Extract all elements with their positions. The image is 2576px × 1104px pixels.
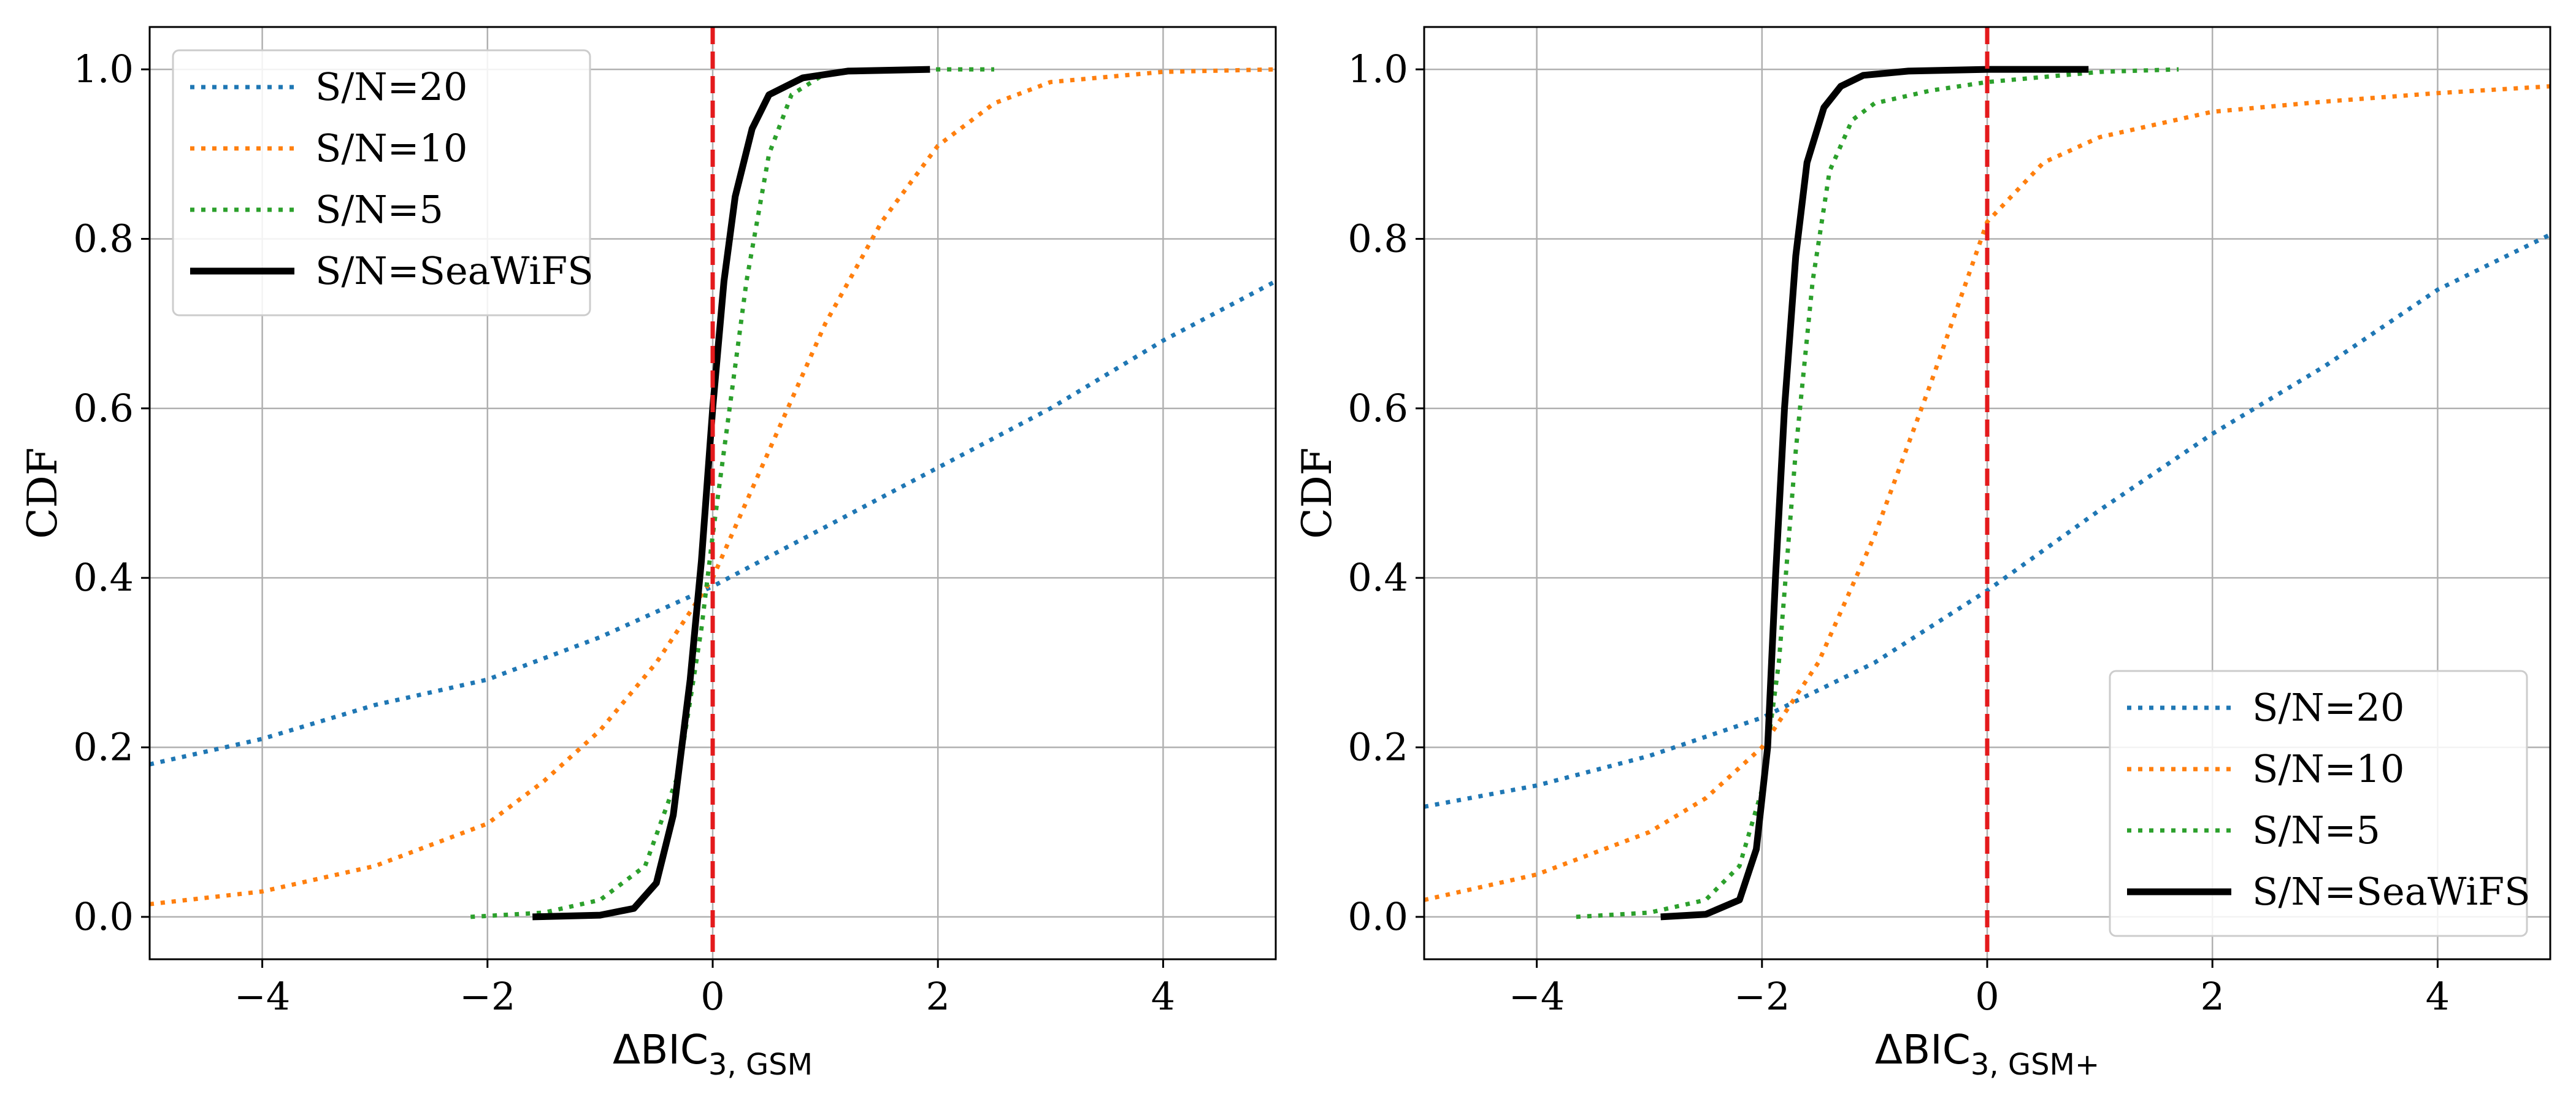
legend-box [172,49,591,316]
legend-label: S/N=10 [315,126,467,171]
x-tick-label: −4 [234,974,290,1019]
y-axis-label: CDF [19,447,66,539]
legend-label: S/N=10 [2252,746,2404,791]
y-axis-label: CDF [1294,447,1341,539]
x-tick-label: 2 [2200,974,2224,1019]
series-line-s-n-20 [1424,232,2550,809]
y-tick-label: 0.8 [1347,216,1408,261]
y-tick-label: 0.4 [73,555,134,600]
legend-label: S/N=20 [315,64,467,109]
y-tick-label: 0.2 [1347,725,1408,770]
x-tick-label: 4 [1151,974,1175,1019]
y-tick-label: 0.8 [73,216,134,261]
legend-label: S/N=SeaWiFS [315,248,594,293]
y-tick-label: 0.0 [1347,894,1408,939]
legend-label: S/N=5 [315,187,443,232]
legend-box [2109,670,2528,937]
y-tick-label: 0.0 [73,894,134,939]
series-line-s-n-seawifs [532,66,930,921]
x-tick-label: 0 [700,974,724,1019]
x-axis-label: ΔBIC3, GSM [613,1026,813,1082]
y-tick-label: 0.6 [73,386,134,431]
series-line-s-n-5 [1576,67,2179,919]
legend: S/N=20 S/N=10 S/N=5 S/N=SeaWiFS [2109,670,2531,937]
series-line-s-n-seawifs [1660,66,2089,921]
legend-label: S/N=5 [2252,808,2380,853]
left-panel: −4 −2 0 2 4 0.0 0.2 0.4 0.6 0.8 1.0 CDF ΔBIC3, GSM S/… [19,26,1277,1082]
legend-label: S/N=20 [2252,685,2404,730]
x-axis-label: ΔBIC3, GSM+ [1875,1026,2099,1082]
x-tick-label: 2 [926,974,949,1019]
right-panel: −4 −2 0 2 4 0.0 0.2 0.4 0.6 0.8 1.0 CDF ΔBIC3, GSM+ S… [1294,26,2551,1082]
series-line-s-n-10 [150,67,1276,907]
series-line-s-n-20 [150,279,1276,767]
y-tick-label: 0.2 [73,725,134,770]
legend: S/N=20 S/N=10 S/N=5 S/N=SeaWiFS [172,49,594,316]
x-tick-label: 4 [2426,974,2450,1019]
x-tick-label: −2 [1734,974,1790,1019]
y-tick-label: 0.6 [1347,386,1408,431]
y-tick-label: 0.4 [1347,555,1408,600]
y-tick-label: 1.0 [73,47,134,91]
x-tick-label: −2 [459,974,515,1019]
series-line-s-n-10 [1424,84,2550,902]
x-tick-label: −4 [1509,974,1565,1019]
y-tick-label: 1.0 [1347,47,1408,91]
x-tick-label: 0 [1975,974,1999,1019]
legend-label: S/N=SeaWiFS [2252,869,2531,914]
